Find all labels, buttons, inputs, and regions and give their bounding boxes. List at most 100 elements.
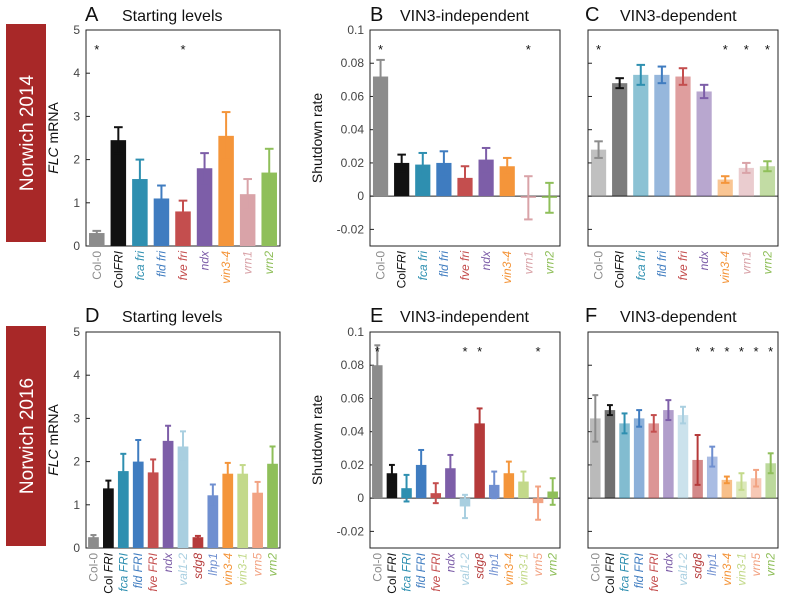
- category-label: ColFRI: [111, 250, 125, 288]
- category-label-part: vrn5: [749, 553, 763, 577]
- category-label-part: vin3-4: [500, 251, 514, 284]
- category-label: vin3-4: [219, 251, 233, 284]
- category-label: vin3-4: [221, 553, 235, 586]
- bar: [415, 164, 431, 197]
- category-label-part: fld fri: [154, 251, 168, 277]
- category-label: vin3-4: [720, 553, 734, 586]
- error-bar: [221, 111, 231, 161]
- bar: [177, 446, 189, 548]
- error-bar: [476, 407, 483, 440]
- error-bar: [606, 404, 613, 417]
- bar: [89, 233, 105, 246]
- bar: [175, 211, 191, 246]
- panel-letter: C: [585, 4, 599, 26]
- category-label-part: vrn1: [521, 251, 535, 274]
- significance-star: *: [710, 344, 715, 359]
- error-bar: [680, 405, 686, 425]
- y-tick-label: 0.04: [341, 425, 365, 439]
- category-label: vin3-4: [718, 251, 732, 284]
- error-bar: [505, 460, 512, 486]
- panel-letter: A: [85, 4, 99, 26]
- error-bar: [763, 160, 772, 173]
- panel-title: VIN3-dependent: [620, 8, 737, 25]
- category-label: sdg8: [473, 553, 487, 579]
- bar: [663, 410, 674, 499]
- error-bar: [92, 229, 102, 237]
- category-label: fld fri: [154, 251, 168, 277]
- y-tick-label: 0.04: [341, 123, 365, 137]
- y-tick-label: 3: [73, 411, 80, 425]
- error-bar: [224, 461, 231, 486]
- category-label: Col FRI: [101, 552, 115, 593]
- category-label-part: vin3-4: [720, 553, 734, 586]
- error-bar: [535, 485, 542, 521]
- error-bar: [403, 473, 410, 503]
- category-label-part: ndx: [198, 250, 212, 270]
- panel-title: VIN3-dependent: [620, 309, 737, 326]
- y-tick-label: 0.02: [341, 458, 365, 472]
- category-label: fca fri: [634, 251, 648, 281]
- category-label-part: vin3-4: [221, 553, 235, 586]
- bar: [110, 140, 127, 246]
- category-label: fld fri: [655, 251, 669, 277]
- error-bar: [439, 150, 449, 176]
- error-bar: [594, 140, 603, 159]
- error-bar: [194, 534, 201, 540]
- error-bar: [200, 152, 209, 185]
- category-label-part: vrn2: [542, 251, 556, 275]
- category-label: fld FRI: [131, 552, 145, 588]
- category-label-part: FRI: [111, 250, 125, 270]
- category-label: vrn1: [739, 251, 753, 274]
- category-label-part: FRI: [101, 552, 115, 572]
- category-label: Col-0: [374, 251, 388, 280]
- y-axis-label: Shutdown rate: [309, 395, 325, 485]
- bar: [88, 537, 99, 548]
- bar: [222, 473, 234, 548]
- significance-star: *: [526, 42, 531, 57]
- category-label-part: Col-0: [588, 553, 602, 582]
- category-label: ndx: [661, 552, 675, 572]
- category-label: lhp1: [705, 553, 719, 576]
- error-bar: [418, 151, 428, 178]
- bar: [436, 162, 452, 197]
- category-label-part: fve FRI: [647, 552, 661, 591]
- category-label-part: Col: [395, 270, 409, 288]
- significance-star: *: [723, 42, 728, 57]
- category-label: vrn2: [760, 251, 774, 275]
- category-label: ndx: [443, 552, 457, 572]
- category-label: Col-0: [588, 553, 602, 582]
- category-label: fve FRI: [429, 552, 443, 591]
- category-label-part: Col: [613, 270, 627, 288]
- category-label-part: fca FRI: [116, 552, 130, 591]
- significance-star: *: [462, 344, 467, 359]
- error-bar: [709, 445, 716, 468]
- error-bar: [636, 63, 646, 86]
- error-bar: [113, 126, 123, 155]
- category-label: fca fri: [133, 251, 147, 281]
- bar: [675, 76, 691, 197]
- y-tick-label: 0: [73, 239, 80, 253]
- y-tick-label: 0.08: [341, 358, 365, 372]
- bar: [207, 495, 219, 548]
- category-label-part: fve fri: [458, 251, 472, 281]
- significance-star: *: [378, 42, 383, 57]
- y-axis-label-italic: FLC: [45, 448, 61, 475]
- category-label-part: ndx: [161, 552, 175, 572]
- category-label-part: fca fri: [416, 251, 430, 281]
- bar: [386, 473, 398, 499]
- row-label-text: Norwich 2014: [17, 74, 38, 191]
- error-bar: [460, 165, 470, 191]
- category-label: vin3-4: [500, 251, 514, 284]
- error-bar: [767, 452, 774, 475]
- error-bar: [545, 181, 554, 214]
- category-label: val1-2: [676, 553, 690, 586]
- category-label: vin3-4: [502, 553, 516, 586]
- y-tick-label: 2: [73, 153, 80, 167]
- category-label: vin3-1: [516, 553, 530, 586]
- category-label: vrn2: [542, 251, 556, 275]
- error-bar: [209, 483, 216, 508]
- error-bar: [269, 445, 276, 483]
- y-axis-label: Shutdown rate: [309, 93, 325, 183]
- panel-letter: F: [585, 305, 597, 327]
- bar: [103, 488, 114, 548]
